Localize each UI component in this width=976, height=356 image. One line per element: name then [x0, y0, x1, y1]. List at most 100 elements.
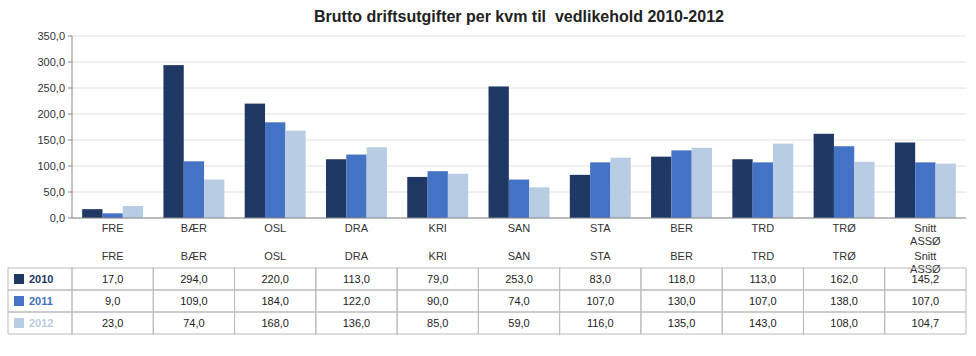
bar: [915, 162, 935, 218]
table-value: 145,2: [912, 273, 940, 285]
y-tick: [68, 36, 72, 37]
table-cell: [316, 290, 397, 312]
bar: [265, 122, 285, 218]
table-value: 118,0: [668, 273, 695, 285]
table-value: 74,0: [183, 317, 204, 329]
data-table: FREBÆROSLDRAKRISANSTABERTRDTRØSnittASSØ2…: [8, 250, 966, 334]
label-line: SAN: [508, 222, 531, 234]
bar: [753, 162, 773, 218]
y-axis: [72, 36, 73, 218]
table-value: 79,0: [427, 273, 448, 285]
table-cell: [803, 290, 884, 312]
bar: [692, 148, 712, 218]
table-value: 294,0: [180, 273, 208, 285]
bar: [407, 177, 427, 218]
table-value: 220,0: [261, 273, 289, 285]
table-value: 113,0: [749, 273, 776, 285]
bar: [773, 144, 793, 218]
table-cell: [722, 312, 803, 334]
table-cell: [803, 268, 884, 290]
table-cell: [641, 290, 722, 312]
table-header: BER: [670, 250, 693, 262]
x-tick-label: SAN: [508, 222, 531, 234]
grid: [72, 36, 966, 218]
label-line: STA: [590, 250, 611, 262]
label-line: BER: [670, 222, 693, 234]
table-row-label: 2012: [29, 317, 53, 329]
label-line: DRA: [345, 250, 369, 262]
y-tick: [68, 62, 72, 63]
bar: [245, 104, 265, 218]
bar: [102, 213, 122, 218]
x-tick-label: SnittASSØ: [910, 222, 941, 247]
table-value: 9,0: [105, 295, 120, 307]
table-cell: [885, 268, 966, 290]
table-value: 168,0: [261, 317, 289, 329]
table-header: OSL: [264, 250, 286, 262]
y-tick: [68, 166, 72, 167]
bar: [509, 180, 529, 218]
chart: Brutto driftsutgifter per kvm til vedlik…: [0, 0, 976, 356]
grid-line: [72, 88, 966, 89]
table-header: SnittASSØ: [910, 250, 941, 275]
table-cell: [72, 312, 153, 334]
label-line: FRE: [102, 250, 124, 262]
bar: [82, 209, 102, 218]
label-line: STA: [590, 222, 611, 234]
y-tick: [68, 114, 72, 115]
label-line: Snitt: [914, 250, 936, 262]
y-tick-label: 200,0: [37, 108, 65, 120]
table-cell: [316, 268, 397, 290]
table-row-label: 2011: [29, 295, 53, 307]
grid-line: [72, 62, 966, 63]
table-header: TRD: [752, 250, 775, 262]
table-cell: [153, 290, 234, 312]
bar: [184, 161, 204, 218]
table-value: 122,0: [343, 295, 371, 307]
y-tick: [68, 192, 72, 193]
bars: [82, 65, 956, 218]
label-line: BER: [670, 250, 693, 262]
grid-line: [72, 36, 966, 37]
table-value: 104,7: [912, 317, 940, 329]
table-value: 23,0: [102, 317, 123, 329]
table-value: 59,0: [508, 317, 529, 329]
bar: [570, 175, 590, 218]
label-line: DRA: [345, 222, 369, 234]
bar: [204, 180, 224, 218]
label-line: ASSØ: [910, 235, 941, 247]
table-cell: [722, 290, 803, 312]
x-tick-label: BÆR: [181, 222, 207, 234]
table-value: 85,0: [427, 317, 448, 329]
bar: [834, 146, 854, 218]
y-tick-label: 300,0: [37, 56, 65, 68]
table-header: DRA: [345, 250, 369, 262]
label-line: SAN: [508, 250, 531, 262]
legend-swatch: [14, 318, 24, 328]
table-value: 116,0: [587, 317, 614, 329]
table-cell: [560, 290, 641, 312]
label-line: TRD: [752, 222, 775, 234]
table-header: STA: [590, 250, 611, 262]
bar: [448, 174, 468, 218]
table-cell: [397, 268, 478, 290]
bar: [895, 142, 915, 218]
table-cell: [72, 290, 153, 312]
table-header: BÆR: [181, 250, 207, 262]
label-line: TRØ: [832, 222, 856, 234]
x-tick-label: TRØ: [832, 222, 856, 234]
table-value: 107,0: [912, 295, 940, 307]
table-value: 17,0: [102, 273, 123, 285]
table-cell: [235, 268, 316, 290]
x-tick-label: FRE: [102, 222, 124, 234]
label-line: Snitt: [914, 222, 936, 234]
label-line: KRI: [429, 250, 447, 262]
table-row-label: 2010: [29, 273, 53, 285]
bar: [590, 162, 610, 218]
table-cell: [478, 312, 559, 334]
table-cell: [153, 268, 234, 290]
x-tick-label: DRA: [345, 222, 369, 234]
table-cell: [560, 312, 641, 334]
table-cell: [153, 312, 234, 334]
label-line: FRE: [102, 222, 124, 234]
